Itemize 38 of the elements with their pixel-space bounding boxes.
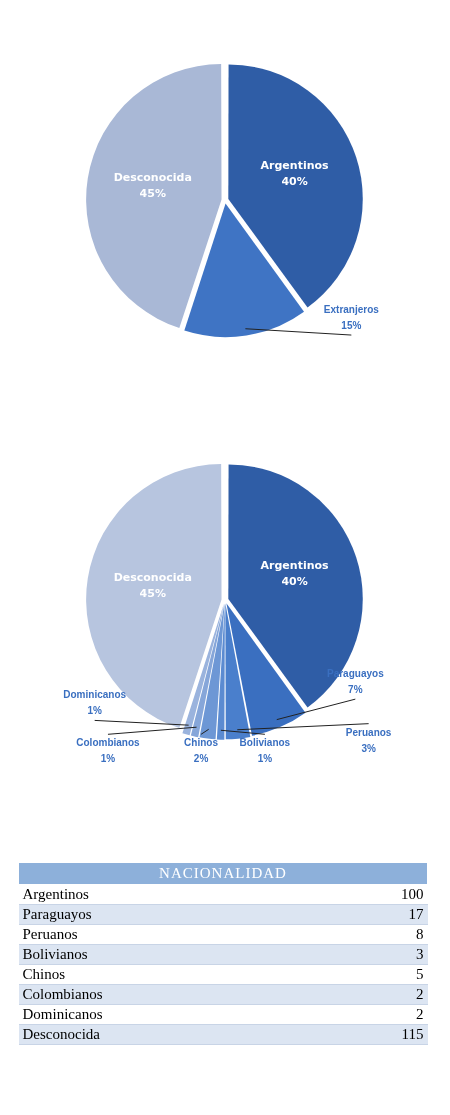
data-label: 1%: [100, 753, 116, 765]
slice-label: Chinos: [184, 737, 219, 749]
slice-label: Dominicanos: [63, 689, 127, 701]
slice-label: Desconocida: [113, 570, 192, 584]
data-label: 5: [322, 964, 428, 985]
data-label: 45%: [139, 586, 166, 600]
data-label: 3%: [361, 742, 376, 754]
text: NACIONALIDAD: [18, 862, 428, 885]
slice-label: Bolivianos: [239, 737, 291, 749]
slice-label: Colombianos: [76, 737, 141, 749]
data-label: 100: [322, 884, 428, 905]
data-label: 8: [322, 924, 428, 945]
slice-label: Argentinos: [260, 559, 330, 573]
category-label: Paraguayos: [18, 904, 323, 925]
slice-label: Peruanos: [345, 726, 392, 738]
category-label: Desconocida: [18, 1024, 323, 1045]
data-label: 15%: [341, 320, 362, 332]
data-label: 2%: [193, 753, 209, 765]
data-label: 2: [322, 1004, 428, 1025]
slice-label: Argentinos: [260, 159, 330, 173]
data-label: 17: [322, 904, 428, 925]
data-label: 1%: [257, 753, 273, 765]
data-label: 2: [322, 984, 428, 1005]
data-label: 7%: [348, 684, 363, 696]
category-label: Peruanos: [18, 924, 323, 945]
data-label: 45%: [139, 186, 166, 200]
category-label: Dominicanos: [18, 1004, 323, 1025]
data-label: 115: [322, 1024, 428, 1045]
data-label: 1%: [87, 705, 102, 717]
category-label: Argentinos: [18, 884, 323, 905]
data-label: 40%: [281, 575, 308, 589]
category-label: Colombianos: [18, 984, 323, 1005]
category-label: Chinos: [18, 964, 323, 985]
slice-label: Desconocida: [113, 170, 192, 184]
data-label: 3: [322, 944, 428, 965]
slice-label: Extranjeros: [323, 304, 380, 316]
data-label: 40%: [281, 175, 308, 189]
category-label: Bolivianos: [18, 944, 323, 965]
